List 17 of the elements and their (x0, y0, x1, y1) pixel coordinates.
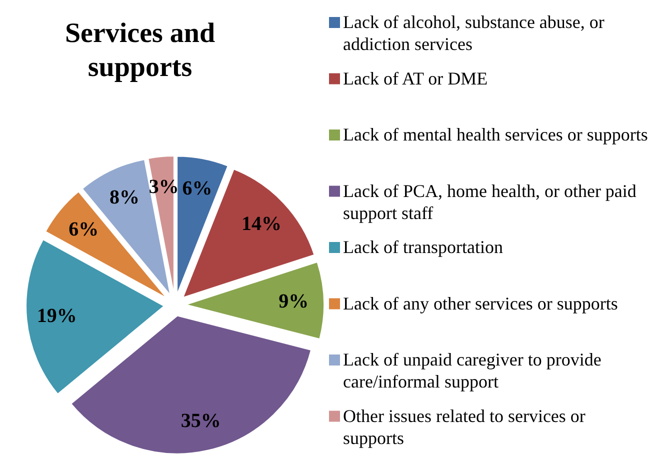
data-label: 3% (148, 176, 179, 198)
legend-label: Lack of transportation (343, 237, 503, 257)
data-label: 6% (68, 218, 99, 240)
legend-label: Lack of unpaid caregiver to provide care/informal support (343, 350, 602, 392)
data-label: 19% (36, 305, 77, 328)
data-label: 9% (278, 290, 309, 312)
data-label: 14% (241, 212, 282, 235)
data-label: 8% (109, 186, 140, 209)
legend-label: Lack of PCA, home health, or other paid support staff (343, 180, 636, 223)
legend-label: Lack of AT or DME (343, 68, 488, 88)
data-label: 35% (180, 410, 221, 432)
legend-label: Lack of mental health services or supports (343, 124, 648, 144)
legend-label: Lack of any other services or supports (343, 293, 618, 314)
legend-label: Lack of alcohol, substance abuse, or addiction services (343, 12, 604, 54)
data-label: 6% (182, 177, 212, 200)
text: Services and supports (64, 18, 216, 83)
legend-label: Other issues related to services or supports (343, 406, 586, 448)
